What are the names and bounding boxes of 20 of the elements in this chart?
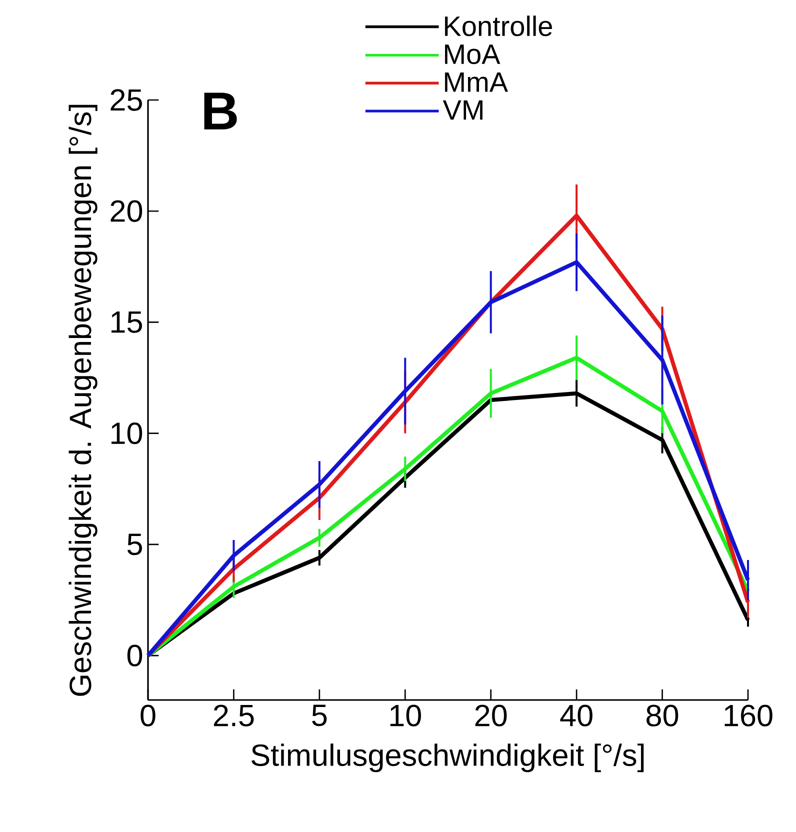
legend-label: Kontrolle [445,16,552,36]
legend-label: MmA [445,72,508,92]
x-tick-label: 40 [560,704,592,726]
x-tick-label: 5 [312,704,327,726]
y-tick-label: 0 [127,644,142,666]
legend-label: VM [442,100,482,120]
y-tick-label: 5 [127,534,142,556]
y-tick-label: 10 [112,422,142,444]
x-tick-label: 80 [646,704,678,726]
x-tick-label: 10 [390,704,422,726]
annotation: B [204,92,237,130]
legend-label: MoA [445,44,500,64]
y-tick-label: 25 [110,89,142,111]
y-tick-label: 20 [110,200,142,222]
y-tick-label: 15 [112,312,142,333]
x-axis-title: Stimulusgeschwindigkeit [°/s] [252,744,644,772]
y-axis-title: Geschwindigkeit d. Augenbewegungen [°/s] [68,104,98,696]
x-tick-label: 160 [724,704,772,726]
x-tick-label: 20 [475,704,507,726]
x-tick-label: 2.5 [214,704,254,726]
